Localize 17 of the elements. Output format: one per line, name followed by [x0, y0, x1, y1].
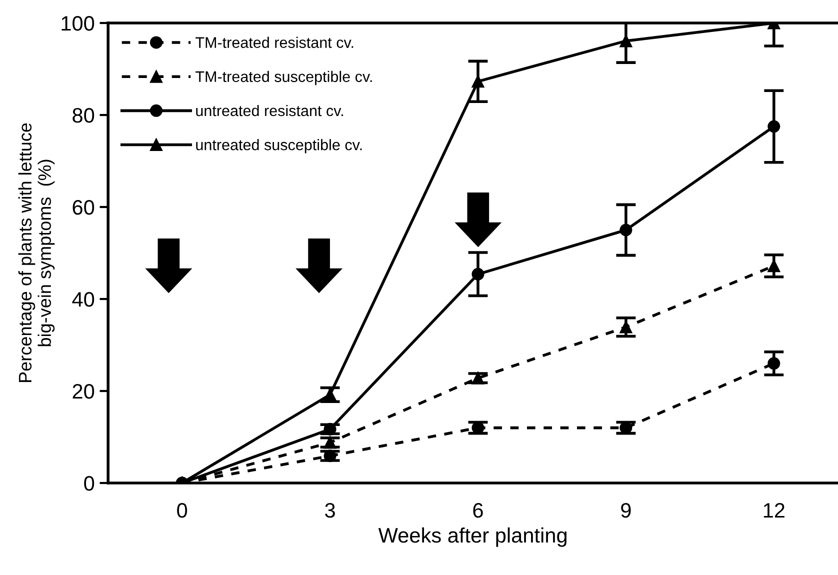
y-tick-label: 100	[62, 16, 94, 31]
y-tick-label: 20	[72, 384, 94, 399]
legend-label: untreated susceptible cv.	[196, 139, 362, 154]
x-tick-label: 6	[473, 502, 483, 518]
y-tick-label: 60	[72, 200, 94, 215]
y-tick-label: 40	[72, 292, 94, 307]
x-axis-title: Weeks after planting	[378, 527, 566, 547]
x-tick-label: 9	[621, 502, 631, 518]
legend-label: untreated resistant cv.	[196, 104, 343, 116]
x-tick-label: 0	[177, 502, 188, 518]
y-tick-label: 80	[72, 108, 94, 123]
y-axis-title: Percentage of plants with lettuce big-vein symptoms (%)	[18, 123, 55, 382]
x-tick-label: 12	[764, 502, 784, 518]
y-tick-label: 0	[84, 476, 94, 491]
legend-label: TM-treated resistant cv.	[196, 36, 354, 48]
legend-label: TM-treated susceptible cv.	[196, 70, 372, 86]
x-tick-label: 3	[325, 502, 335, 518]
